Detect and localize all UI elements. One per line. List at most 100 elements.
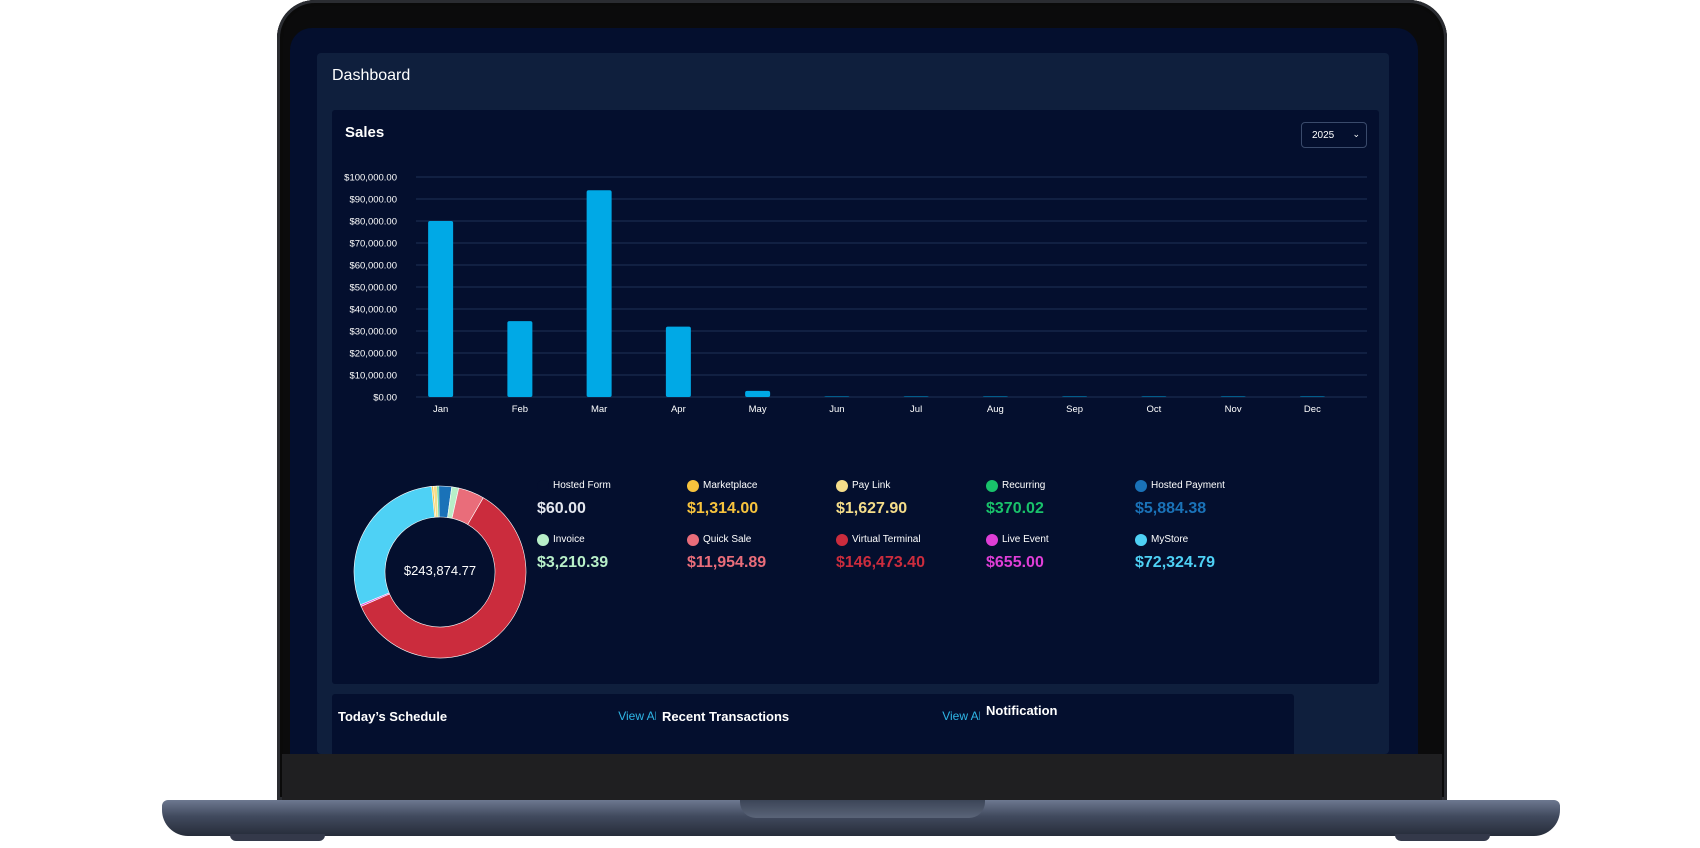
bar-jun	[824, 396, 850, 397]
x-tick-label: Oct	[1146, 404, 1161, 415]
sales-title: Sales	[345, 124, 385, 141]
x-tick-label: May	[749, 404, 767, 415]
y-tick-label: $50,000.00	[349, 283, 397, 294]
legend-label: MyStore	[1151, 534, 1189, 545]
bar-mar	[586, 190, 612, 397]
transactions-view-all-link[interactable]: View All	[942, 709, 984, 723]
schedule-view-all-link[interactable]: View All	[618, 709, 660, 723]
legend-head: Hosted Form	[537, 480, 611, 494]
transactions-card: Recent Transactions View All	[656, 694, 1002, 754]
y-tick-label: $80,000.00	[349, 217, 397, 228]
legend-value: $370.02	[986, 500, 1044, 517]
screen-chin	[282, 754, 1442, 800]
bar-nov	[1220, 396, 1246, 397]
legend-value: $146,473.40	[836, 554, 925, 571]
laptop-notch	[740, 800, 985, 818]
legend-item: Hosted Form $60.00	[537, 480, 611, 518]
bar-jan	[428, 221, 454, 397]
laptop-screen: Dashboard Sales 2025 ⌄ $0.00 $10,000.00 $2…	[290, 28, 1418, 754]
legend-label: Hosted Form	[553, 480, 611, 491]
notification-title: Notification	[986, 703, 1058, 718]
legend-value: $72,324.79	[1135, 554, 1216, 571]
legend-head: Quick Sale	[687, 534, 766, 548]
sales-bar-chart: $0.00 $10,000.00 $20,000.00 $30,000.00 $40,0…	[344, 173, 1367, 415]
legend-label: Virtual Terminal	[852, 534, 921, 545]
x-tick-label: Jun	[829, 404, 844, 415]
bar-aug	[982, 396, 1008, 397]
y-tick-label: $0.00	[373, 393, 397, 404]
bar-feb	[507, 321, 533, 397]
legend-value: $5,884.38	[1135, 500, 1207, 517]
legend-dot-icon	[687, 534, 699, 546]
legend-dot-icon	[836, 534, 848, 546]
legend-value: $1,627.90	[836, 500, 908, 517]
legend-dot-icon	[836, 480, 848, 492]
x-tick-label: Dec	[1304, 404, 1321, 415]
legend-dot-icon	[986, 534, 998, 546]
legend-item: Invoice $3,210.39	[537, 534, 608, 572]
legend-head: Hosted Payment	[1135, 480, 1225, 494]
legend-label: Marketplace	[703, 480, 758, 491]
y-tick-label: $10,000.00	[349, 371, 397, 382]
legend-label: Live Event	[1002, 534, 1049, 545]
legend-label: Invoice	[553, 534, 585, 545]
x-tick-label: Apr	[671, 404, 686, 415]
donut-slice-virtual-terminal	[360, 497, 527, 659]
legend-head: Virtual Terminal	[836, 534, 925, 548]
y-tick-label: $70,000.00	[349, 239, 397, 250]
legend-dot-icon	[1135, 480, 1147, 492]
legend-item: Marketplace $1,314.00	[687, 480, 758, 518]
legend-head: Live Event	[986, 534, 1049, 548]
laptop-foot-right	[1395, 834, 1490, 841]
schedule-title: Today’s Schedule	[338, 709, 448, 724]
legend-dot-icon	[537, 480, 549, 492]
bar-dec	[1299, 396, 1325, 397]
x-tick-label: Feb	[512, 404, 528, 415]
legend-head: MyStore	[1135, 534, 1215, 548]
transactions-title: Recent Transactions	[662, 709, 790, 724]
legend-value: $3,210.39	[537, 554, 609, 571]
legend-item: Quick Sale $11,954.89	[687, 534, 766, 572]
x-tick-label: Nov	[1225, 404, 1242, 415]
y-tick-label: $40,000.00	[349, 305, 397, 316]
laptop-foot-left	[230, 834, 325, 841]
bar-jul	[903, 396, 929, 397]
notification-card: Notification	[980, 694, 1294, 754]
y-tick-label: $60,000.00	[349, 261, 397, 272]
legend-dot-icon	[687, 480, 699, 492]
y-tick-label: $90,000.00	[349, 195, 397, 206]
bar-may	[745, 390, 771, 397]
legend-label: Recurring	[1002, 480, 1046, 491]
chevron-down-icon: ⌄	[1352, 129, 1360, 139]
legend-item: Live Event $655.00	[986, 534, 1049, 572]
bar-oct	[1141, 396, 1167, 397]
y-tick-label: $100,000.00	[344, 173, 397, 184]
y-tick-label: $20,000.00	[349, 349, 397, 360]
legend-dot-icon	[1135, 534, 1147, 546]
legend-dot-icon	[986, 480, 998, 492]
legend-item: Hosted Payment $5,884.38	[1135, 480, 1225, 518]
legend-item: Virtual Terminal $146,473.40	[836, 534, 925, 572]
bar-sep	[1062, 396, 1088, 397]
sales-card: Sales 2025 ⌄ $0.00 $10,000.00 $20,000.00 $3…	[332, 110, 1379, 684]
legend-item: Recurring $370.02	[986, 480, 1046, 518]
x-tick-label: Jan	[433, 404, 448, 415]
legend-value: $60.00	[537, 500, 586, 517]
donut-total: $243,874.77	[403, 563, 477, 578]
x-tick-label: Jul	[910, 404, 922, 415]
legend-value: $11,954.89	[687, 554, 767, 571]
donut-slice-mystore	[353, 486, 435, 606]
sales-donut-chart: $243,874.77	[345, 477, 535, 667]
year-select-value: 2025	[1312, 130, 1335, 141]
legend-head: Invoice	[537, 534, 608, 548]
legend-head: Recurring	[986, 480, 1046, 494]
legend-value: $655.00	[986, 554, 1044, 571]
x-tick-label: Mar	[591, 404, 607, 415]
dashboard-panel: Dashboard Sales 2025 ⌄ $0.00 $10,000.00 $2…	[317, 53, 1389, 754]
legend-label: Quick Sale	[703, 534, 752, 545]
legend-head: Marketplace	[687, 480, 758, 494]
legend-item: MyStore $72,324.79	[1135, 534, 1215, 572]
x-tick-label: Aug	[987, 404, 1004, 415]
legend-label: Pay Link	[852, 480, 891, 491]
year-select[interactable]: 2025 ⌄	[1301, 122, 1367, 148]
